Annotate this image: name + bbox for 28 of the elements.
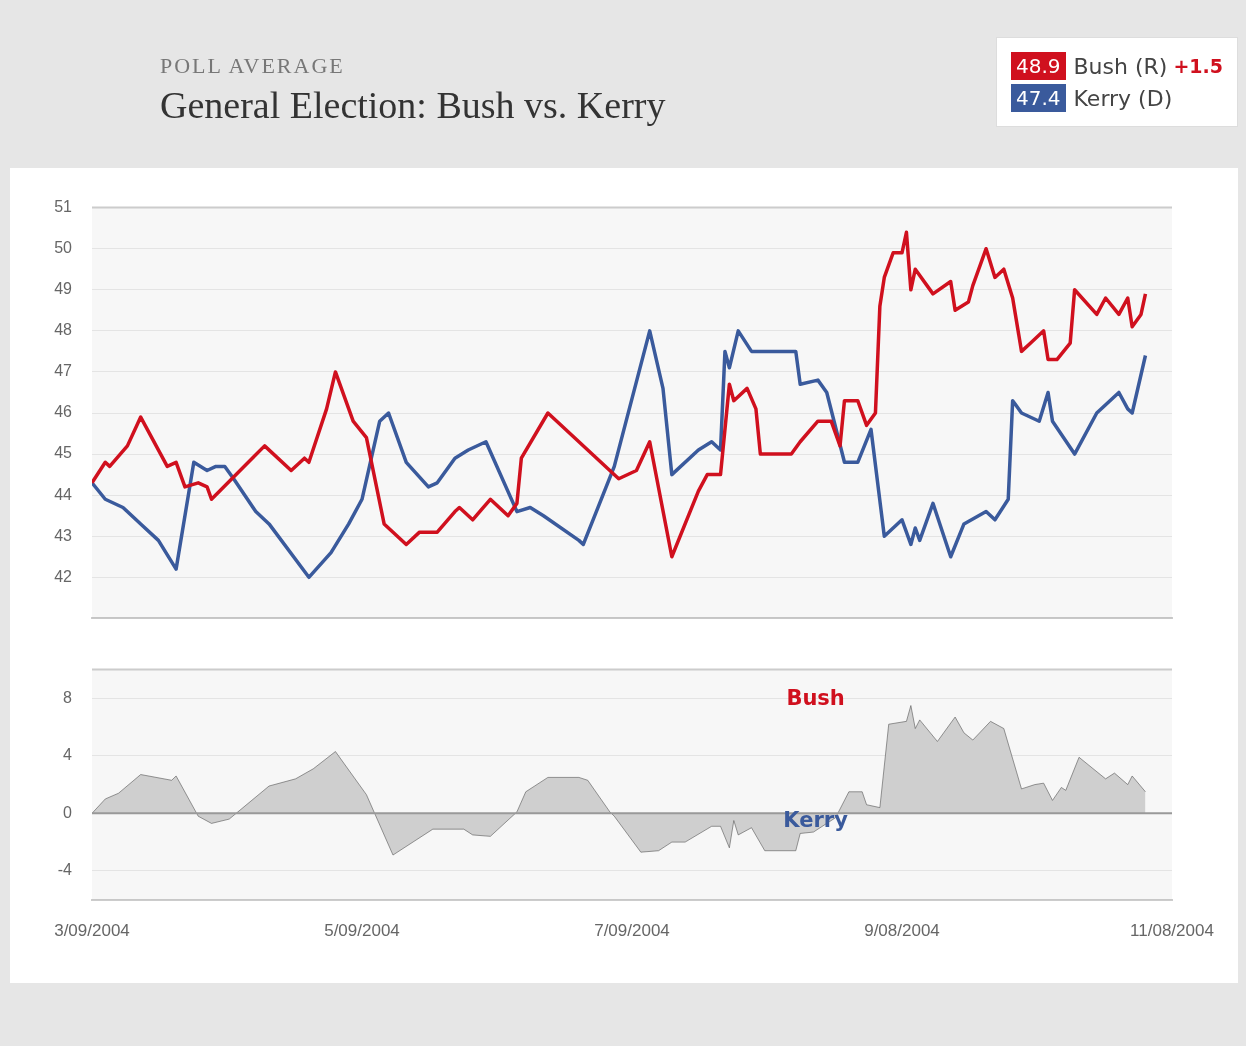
y-tick-label: 50 — [54, 239, 73, 257]
legend-label: Bush (R) — [1073, 53, 1168, 79]
chart-subtitle: POLL AVERAGE — [160, 53, 345, 79]
x-tick-label: 5/09/2004 — [324, 921, 400, 941]
x-tick-label: 9/08/2004 — [864, 921, 940, 941]
x-tick-label: 7/09/2004 — [594, 921, 670, 941]
y-tick-label: 49 — [54, 280, 73, 298]
y-tick-label: 47 — [54, 362, 73, 380]
y-tick-label: 8 — [63, 688, 73, 706]
y-tick-label: 46 — [54, 403, 73, 421]
y-tick-label: -4 — [57, 861, 73, 879]
text: 48.9 — [1011, 52, 1066, 80]
y-tick-label: 4 — [63, 746, 73, 764]
y-tick-label: 43 — [54, 526, 73, 544]
x-tick-label: 3/09/2004 — [54, 921, 130, 941]
x-tick-label: 11/08/2004 — [1130, 921, 1214, 941]
y-tick-label: 51 — [54, 198, 73, 216]
annotation: Bush — [786, 686, 845, 711]
y-tick-label: 45 — [54, 444, 73, 462]
annotation: Kerry — [783, 807, 849, 832]
text: +1.5 — [1173, 55, 1223, 77]
y-tick-label: 0 — [63, 803, 73, 821]
y-tick-label: 44 — [54, 485, 73, 503]
y-tick-label: 42 — [54, 567, 73, 585]
text: 47.4 — [1011, 84, 1066, 112]
chart-title: General Election: Bush vs. Kerry — [160, 83, 666, 127]
legend-label: Kerry (D) — [1073, 85, 1173, 111]
y-tick-label: 48 — [54, 321, 73, 339]
